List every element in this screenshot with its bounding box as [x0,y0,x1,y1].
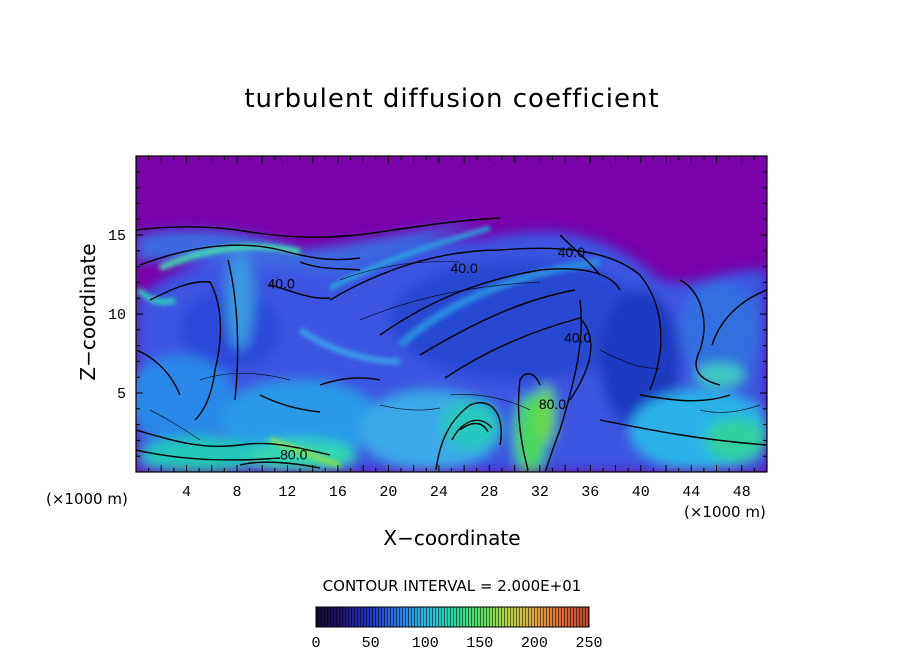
x-tick-label: 20 [379,484,397,501]
y-tick-label: 15 [108,228,126,245]
x-tick-label: 24 [430,484,448,501]
x-tick-label: 4 [182,484,191,501]
x-tick-label: 36 [581,484,599,501]
colorbar-tick-label: 150 [466,635,493,652]
x-tick-label: 8 [232,484,241,501]
x-unit-label-right: (×1000 m) [684,503,766,521]
colorbar-tick-label: 50 [362,635,380,652]
contour-label: 40.0 [558,244,585,260]
colorbar-tick-label: 100 [412,635,439,652]
x-tick-label: 40 [632,484,650,501]
contour-label: 80.0 [539,396,566,412]
y-tick-label: 10 [108,307,126,324]
contour-label: 40.0 [268,276,295,292]
y-tick-label: 5 [117,386,126,403]
x-tick-label: 28 [480,484,498,501]
colorbar [315,606,590,628]
x-unit-label-left: (×1000 m) [46,490,128,508]
x-tick-label: 48 [733,484,751,501]
x-tick-label: 16 [329,484,347,501]
colorbar-tick-label: 0 [311,635,320,652]
colorbar-tick-label: 250 [575,635,602,652]
contour-label: 40.0 [564,329,591,345]
x-tick-label: 32 [531,484,549,501]
heatmap-field [136,156,767,472]
x-tick-label: 44 [682,484,700,501]
x-tick-label: 12 [278,484,296,501]
contour-label: 80.0 [280,446,307,462]
y-axis-label: Z−coordinate [76,243,100,381]
x-axis-label: X−coordinate [383,526,521,550]
colorbar-tick-label: 200 [521,635,548,652]
contour-label: 40.0 [450,260,477,276]
chart-title: turbulent diffusion coefficient [244,84,660,114]
contour-interval-text: CONTOUR INTERVAL = 2.000E+01 [322,577,582,595]
